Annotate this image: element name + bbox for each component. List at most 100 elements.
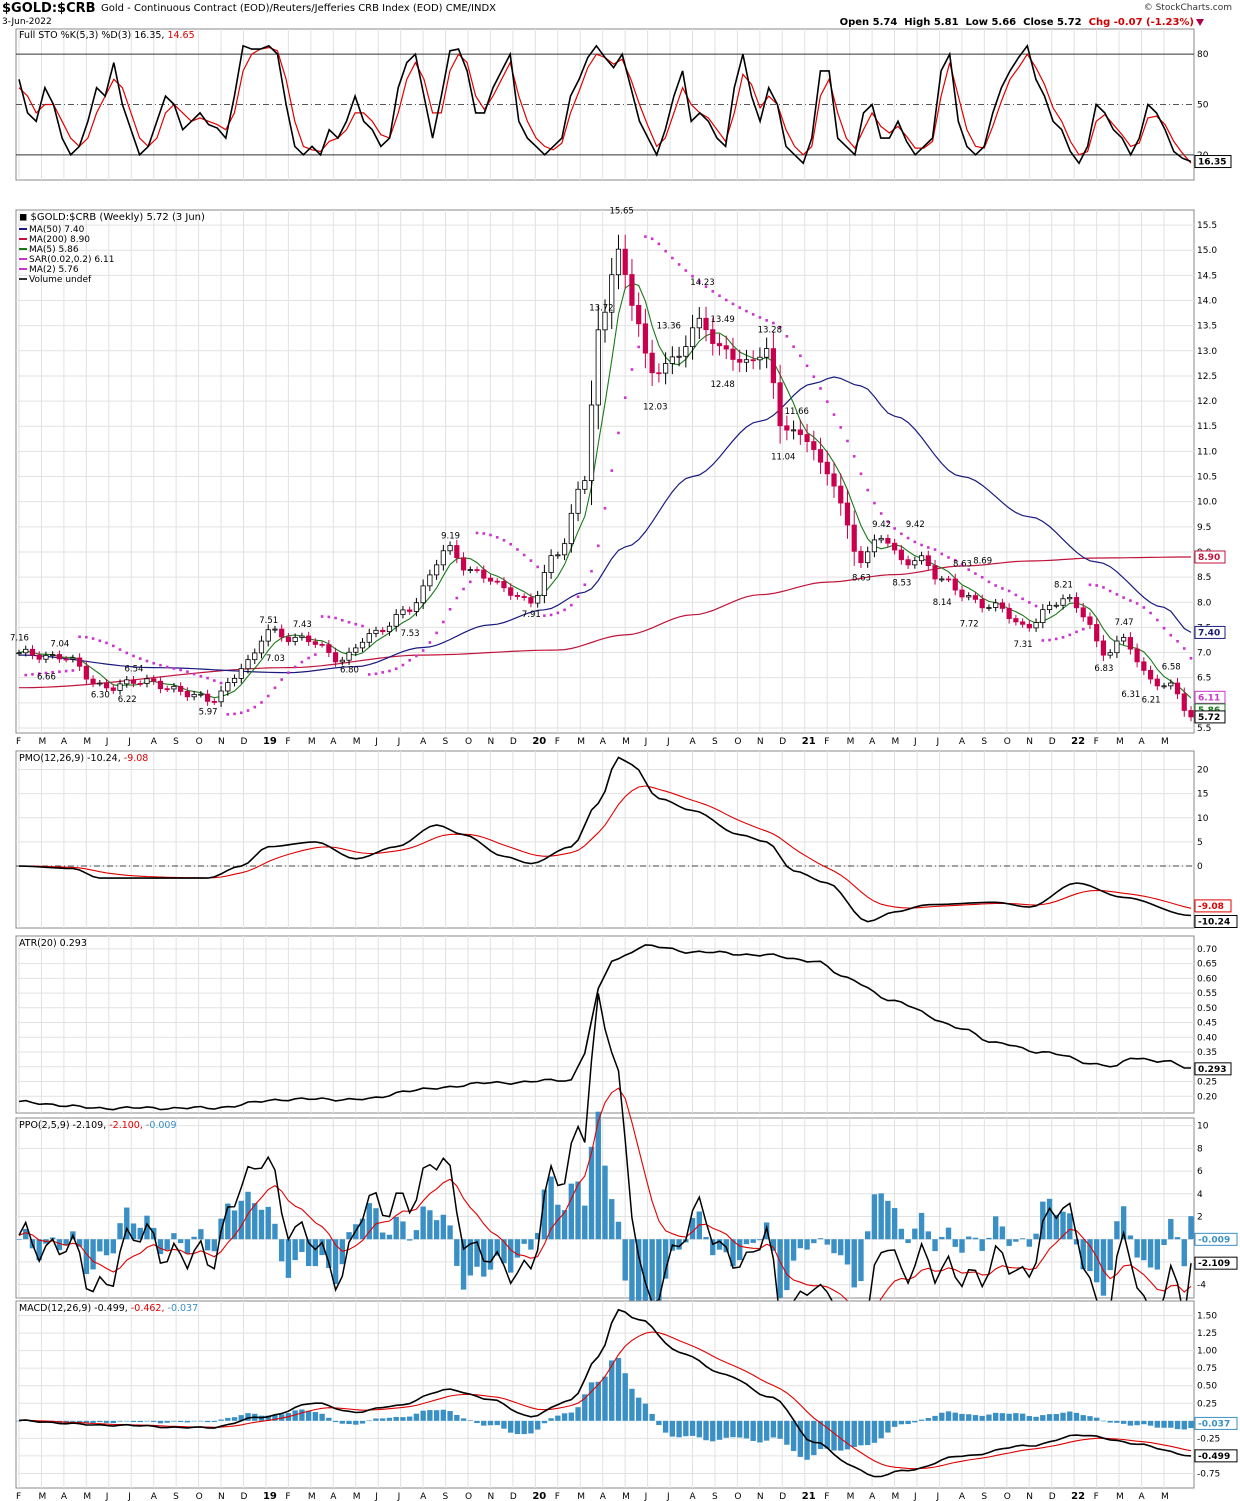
bottom-x-label: J [644, 1492, 648, 1501]
ppo-histogram-bar [1127, 1235, 1134, 1240]
macd-histogram-bar [238, 1415, 244, 1421]
candle-body [770, 348, 776, 384]
macd-tick-label: 0.75 [1197, 1364, 1217, 1374]
candle-body [137, 683, 143, 685]
ppo-histogram-bar [811, 1239, 817, 1244]
price-x-label: A [600, 737, 607, 747]
sar-dot [347, 620, 351, 624]
macd-histogram-bar [676, 1420, 682, 1438]
ppo-histogram-bar [198, 1229, 204, 1240]
sar-dot [71, 669, 75, 672]
price-x-label: 19 [263, 736, 277, 747]
legend-item: MA(5) 5.86 [29, 245, 79, 255]
ppo-histogram-bar [413, 1230, 420, 1240]
price-annotation: 7.47 [1115, 618, 1134, 628]
candle-body [63, 658, 69, 661]
candle-body [609, 274, 615, 313]
ppo-histogram-bar [595, 1111, 601, 1240]
atr-badge-text: 0.293 [1198, 1065, 1226, 1075]
sar-dot [825, 400, 829, 403]
ppo-histogram-bar [177, 1239, 184, 1244]
sar-dot [718, 294, 721, 298]
candle-body [460, 557, 467, 571]
price-badge-text: 5.72 [1198, 713, 1220, 723]
macd-histogram-bar [1026, 1416, 1033, 1421]
sar-dot [354, 622, 358, 626]
macd-histogram-bar [1120, 1420, 1127, 1424]
macd-histogram-bar [164, 1420, 170, 1423]
price-annotation: 6.21 [1142, 695, 1161, 705]
ppo-histogram-bar [602, 1165, 608, 1240]
ppo-histogram-bar [90, 1239, 96, 1270]
macd-histogram-bar [817, 1420, 824, 1449]
price-tick-label: 12.0 [1197, 397, 1217, 407]
candle-body [481, 569, 487, 579]
ppo-histogram-bar [447, 1225, 453, 1240]
price-annotation: 7.31 [1014, 640, 1033, 650]
sar-dot [233, 712, 236, 716]
ppo-histogram-bar [925, 1231, 932, 1240]
ppo-histogram-bar [380, 1232, 386, 1240]
sar-dot [913, 540, 917, 544]
macd-hist-value: -0.037 [168, 1303, 199, 1314]
ppo-histogram-bar [83, 1239, 90, 1275]
candle-body [1181, 693, 1187, 711]
pmo-tick-label: 20 [1197, 765, 1209, 775]
sar-dot [974, 572, 977, 575]
price-annotation: 13.72 [589, 304, 613, 314]
price-x-label: D [510, 737, 517, 747]
sar-dot [489, 533, 492, 537]
candle-body [252, 652, 258, 661]
sar-dot [435, 631, 438, 635]
candle-body [272, 628, 278, 631]
price-x-label: S [443, 737, 449, 747]
macd-histogram-bar [366, 1420, 372, 1422]
candle-body [400, 609, 406, 615]
candle-body [326, 644, 332, 653]
ppo-histogram-bar [864, 1231, 871, 1240]
macd-histogram-bar [595, 1381, 601, 1421]
ppo-histogram-bar [568, 1183, 575, 1240]
bottom-x-label: J [374, 1492, 378, 1501]
sar-dot [367, 673, 371, 676]
price-title: ◼ $GOLD:$CRB (Weekly) 5.72 (3 Jun) [19, 212, 205, 223]
macd-histogram-bar [393, 1416, 399, 1421]
sar-dot [1182, 647, 1186, 650]
legend-item: Volume undef [29, 275, 92, 285]
sar-dot [738, 306, 742, 309]
candle-body [898, 549, 904, 561]
price-annotation: 14.23 [690, 278, 714, 288]
candle-body [292, 636, 298, 642]
sar-dot [1001, 587, 1004, 590]
sar-dot [697, 280, 701, 283]
price-annotation: 15.65 [609, 207, 633, 217]
price-x-label: A [690, 737, 697, 747]
sar-dot [320, 615, 324, 618]
bottom-x-label: F [16, 1492, 21, 1501]
ppo-histogram-bar [191, 1236, 197, 1240]
macd-tick-label: -0.75 [1197, 1469, 1220, 1479]
sar-dot [213, 679, 216, 682]
ppo-histogram-bar [144, 1215, 150, 1240]
sar-dot [960, 563, 964, 567]
ppo-histogram-bar [1168, 1218, 1174, 1240]
ppo-histogram-bar [278, 1239, 285, 1262]
ppo-histogram-bar [393, 1216, 399, 1240]
bottom-x-label: N [487, 1492, 494, 1501]
bottom-x-label: S [981, 1492, 987, 1501]
candle-body [231, 677, 238, 684]
ma50-line [19, 376, 1192, 674]
ppo-histogram-bar [204, 1239, 211, 1251]
sar-dot [886, 520, 890, 524]
price-x-label: A [869, 737, 876, 747]
candle-body [1033, 622, 1039, 629]
ppo-histogram-bar [433, 1220, 440, 1240]
price-annotation: 9.42 [872, 520, 891, 530]
macd-histogram-bar [1073, 1412, 1080, 1421]
candle-body [299, 635, 305, 638]
price-x-label: M [577, 737, 585, 747]
candle-body [1073, 596, 1080, 609]
pmo-signal-value: -9.08 [124, 753, 149, 764]
candle-body [144, 678, 150, 684]
